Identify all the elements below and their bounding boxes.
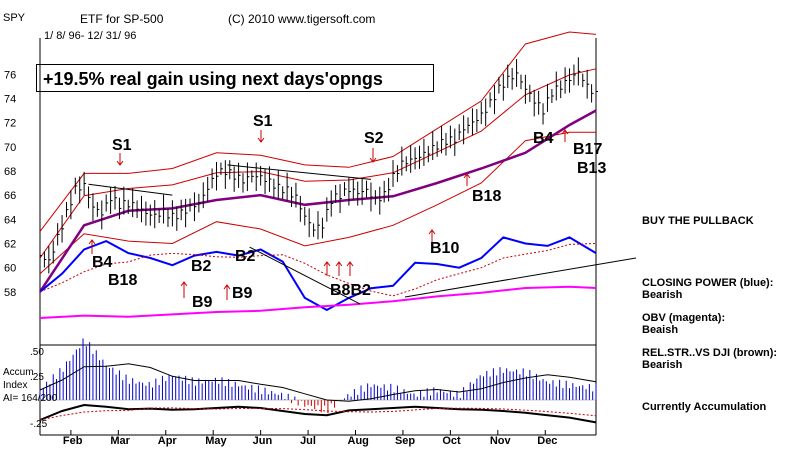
signal-arrowhead <box>257 137 265 143</box>
signal-arrows <box>88 129 569 300</box>
y-tick-label: 70 <box>4 142 16 154</box>
accum-label: Accum <box>3 367 34 378</box>
signal-label: B8B2 <box>330 282 371 299</box>
month-label: May <box>205 435 227 447</box>
copyright-text: (C) 2010 www.tigersoft.com <box>228 12 376 26</box>
month-label: Jul <box>300 435 316 447</box>
closing-power-line <box>39 236 597 312</box>
accumulation-note: Currently Accumulation <box>642 401 767 413</box>
closing-power-title: CLOSING POWER (blue): <box>642 277 774 289</box>
accum-label: AI= 164/200 <box>3 393 58 404</box>
month-label: Sep <box>395 435 415 447</box>
signal-arrowhead <box>346 261 354 267</box>
gain-box: +19.5% real gain using next days'opngs <box>36 64 434 92</box>
obv-line <box>39 285 597 319</box>
month-label: Nov <box>490 435 512 447</box>
buy-pullback-note: BUY THE PULLBACK <box>642 215 754 227</box>
upper-band <box>39 31 597 232</box>
bollinger-bands <box>39 31 597 275</box>
y-tick-label: 76 <box>4 69 16 81</box>
signal-label: S2 <box>364 130 384 147</box>
relstr-state: Bearish <box>642 359 683 371</box>
signal-label: B18 <box>472 188 502 205</box>
accum-tick: -.25 <box>30 419 48 430</box>
signal-label: S1 <box>253 113 273 130</box>
accum-ma <box>39 363 597 402</box>
month-label: Mar <box>110 435 130 447</box>
signal-label: B10 <box>430 240 460 257</box>
accum-index <box>39 338 597 424</box>
month-label: Dec <box>537 435 557 447</box>
signal-arrowhead <box>428 229 436 235</box>
month-label: Apr <box>158 435 178 447</box>
accum-tick: .25 <box>30 372 44 383</box>
y-tick-label: 66 <box>4 190 16 202</box>
signal-label: B4 <box>92 254 113 271</box>
ticker-label: SPY <box>3 12 26 24</box>
trend-lines <box>88 164 637 305</box>
closing-power-ma <box>39 243 597 297</box>
signal-arrowhead <box>463 173 471 179</box>
month-label: Aug <box>348 435 369 447</box>
obv-line <box>39 285 597 319</box>
signal-label: B2 <box>235 248 256 265</box>
y-tick-label: 58 <box>4 287 16 299</box>
y-tick-label: 68 <box>4 166 16 178</box>
signal-label: S1 <box>112 137 132 154</box>
y-axis-ticks: 58 60 62 64 66 68 70 72 74 76 <box>4 69 16 299</box>
closing-power-note: CLOSING POWER (blue): Bearish <box>642 277 773 301</box>
signal-label: B9 <box>192 294 213 311</box>
signal-arrowhead <box>335 261 343 267</box>
signal-arrowhead <box>223 284 231 290</box>
obv-title: OBV (magenta): <box>642 312 726 324</box>
date-range: 1/ 8/ 96- 12/ 31/ 96 <box>44 30 137 42</box>
relstr-note: REL.STR..VS DJI (brown): Bearish <box>642 347 777 371</box>
signal-label: B17 <box>573 141 603 158</box>
accum-label: Index <box>3 380 28 391</box>
lower-band <box>39 131 596 275</box>
closing-power <box>39 236 597 312</box>
signal-arrowhead <box>323 261 331 267</box>
month-label: Oct <box>442 435 461 447</box>
signal-arrowhead <box>116 160 124 166</box>
inner-band <box>39 68 597 259</box>
closing-power-state: Bearish <box>642 289 683 301</box>
obv-note: OBV (magenta): Beaish <box>642 312 725 336</box>
resistance-line <box>88 183 173 196</box>
y-tick-label: 74 <box>4 93 16 105</box>
signal-label: B4 <box>533 130 554 147</box>
signal-label: B13 <box>577 160 607 177</box>
y-tick-label: 60 <box>4 263 16 275</box>
signal-arrowhead <box>88 239 96 245</box>
signal-label: B2 <box>191 258 212 275</box>
resistance-line <box>227 164 372 180</box>
cp-support-line <box>404 257 637 298</box>
y-tick-label: 72 <box>4 118 16 130</box>
price-bars <box>39 57 598 274</box>
month-label: Jun <box>253 435 273 447</box>
relstr-title: REL.STR..VS DJI (brown): <box>642 347 778 359</box>
y-tick-label: 62 <box>4 238 16 250</box>
cp-trend-line <box>249 246 361 305</box>
accum-tick: .50 <box>30 347 44 358</box>
month-label: Feb <box>63 435 83 447</box>
rel-strength-line <box>39 403 597 424</box>
signal-label: B9 <box>232 285 253 302</box>
obv-state: Beaish <box>642 324 679 336</box>
month-labels: Feb Mar Apr May Jun Jul Aug Sep Oct Nov Dec <box>63 430 557 447</box>
etf-title: ETF for SP-500 <box>80 12 164 26</box>
signal-arrowhead <box>180 281 188 287</box>
rel-strength-ma <box>39 407 597 421</box>
y-tick-label: 64 <box>4 214 16 226</box>
signal-arrowhead <box>369 157 377 163</box>
signal-arrowhead <box>561 129 569 135</box>
signal-label: B18 <box>108 272 138 289</box>
